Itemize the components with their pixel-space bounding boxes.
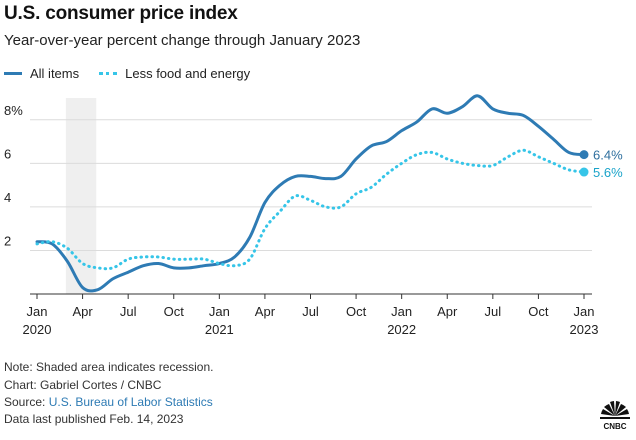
x-tick-year-label: 2020 (23, 322, 52, 337)
cpi-line-chart: 2 4 6 8% Jan 2020 Apr Jul Oct Jan 2021 Apr Jul Oct Jan… (4, 94, 623, 337)
chart-subtitle: Year-over-year percent change through Ja… (4, 32, 361, 49)
y-tick-label: 8% (4, 103, 23, 118)
x-tick-label: Oct (528, 304, 549, 319)
x-tick-label: Jan (391, 304, 412, 319)
footnote-recession: Note: Shaded area indicates recession. (4, 360, 214, 374)
end-label-less-food-energy: 5.6% (593, 165, 623, 180)
legend-swatch-solid (4, 72, 22, 75)
x-tick-year-label: 2022 (387, 322, 416, 337)
y-tick-label: 4 (4, 190, 11, 205)
series-line-all-items (35, 94, 586, 293)
legend-label-core: Less food and energy (125, 66, 251, 81)
chart-credit: Chart: Gabriel Cortes / CNBC (4, 378, 162, 392)
x-tick-label: Oct (346, 304, 367, 319)
x-tick-label: Oct (164, 304, 185, 319)
x-tick-label: Jul (485, 304, 502, 319)
source-prefix: Source: (4, 395, 49, 409)
y-tick-label: 6 (4, 146, 11, 161)
published-date: Data last published Feb. 14, 2023 (4, 412, 184, 426)
x-tick-year-label: 2023 (570, 322, 599, 337)
logo-wordmark: CNBC (603, 422, 626, 431)
y-tick-label: 2 (4, 233, 11, 248)
legend-label-all-items: All items (30, 66, 80, 81)
x-tick-label: Apr (72, 304, 93, 319)
x-tick-label: Jan (27, 304, 48, 319)
end-label-all-items: 6.4% (593, 148, 623, 163)
x-tick-label: Apr (437, 304, 458, 319)
x-tick-label: Jan (209, 304, 230, 319)
cnbc-logo: CNBC (600, 401, 630, 431)
source-line: Source: U.S. Bureau of Labor Statistics (4, 395, 213, 409)
source-link[interactable]: U.S. Bureau of Labor Statistics (48, 395, 213, 409)
x-tick-label: Jul (302, 304, 319, 319)
legend-item-core: Less food and energy (99, 66, 250, 81)
x-tick-label: Apr (255, 304, 276, 319)
x-tick-label: Jan (574, 304, 595, 319)
chart-title: U.S. consumer price index (4, 3, 238, 24)
x-tick-year-label: 2021 (205, 322, 234, 337)
legend-swatch-dotted (99, 72, 118, 75)
chart-legend: All items Less food and energy (4, 66, 270, 81)
legend-item-all-items: All items (4, 66, 79, 81)
end-point-all-items (579, 150, 589, 160)
end-point-less-food-energy (579, 167, 589, 177)
x-tick-label: Jul (120, 304, 137, 319)
